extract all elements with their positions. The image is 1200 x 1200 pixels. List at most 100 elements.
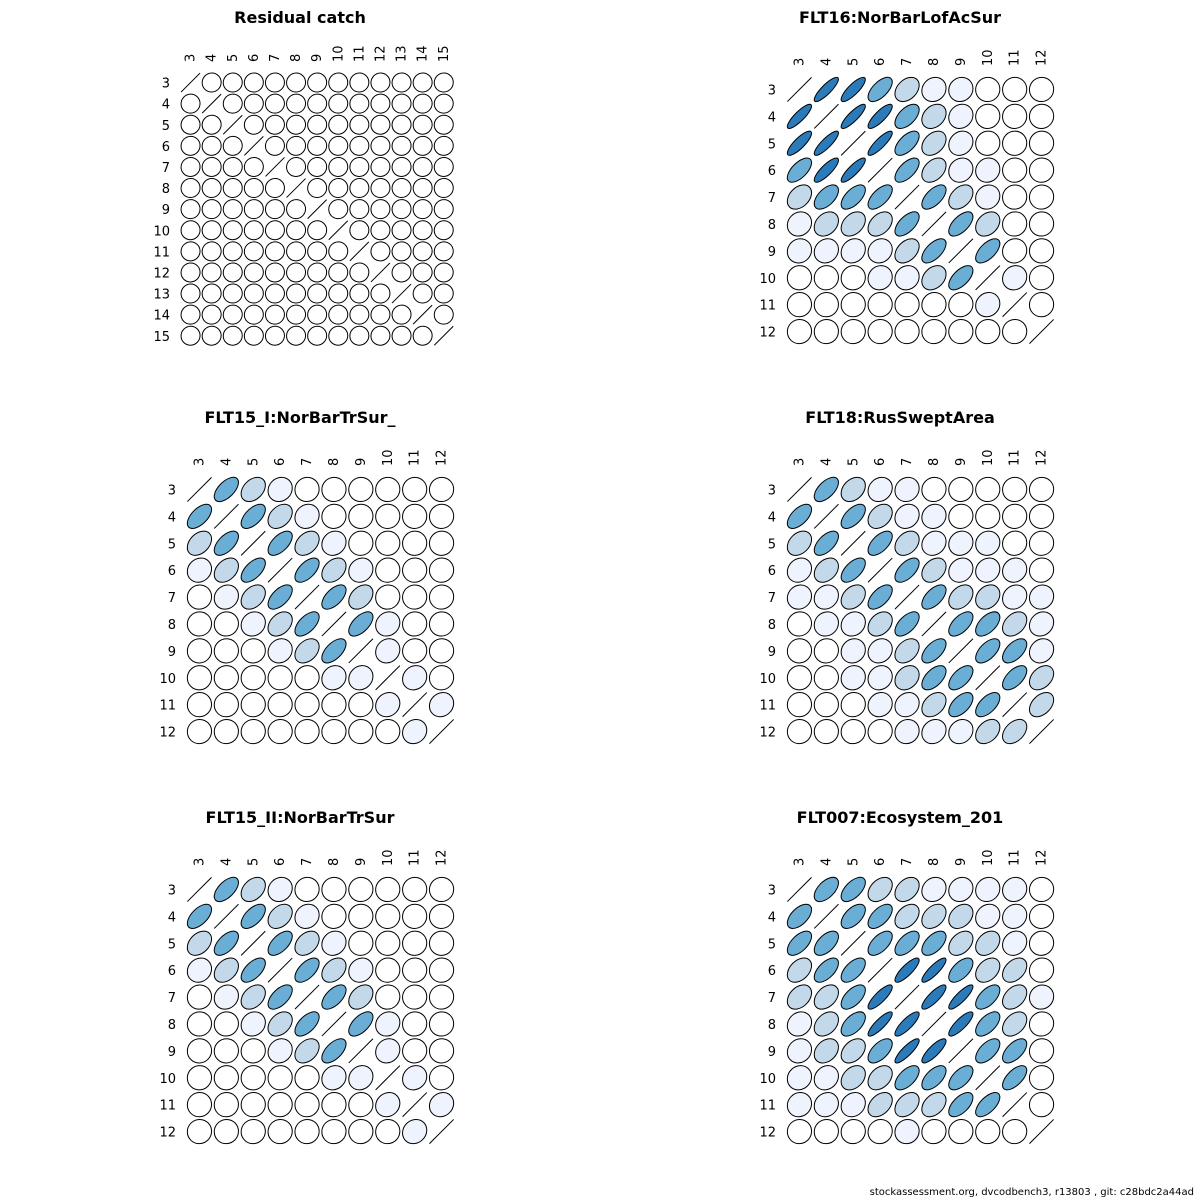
correlation-ellipse [786,265,813,291]
correlation-ellipse [267,1011,293,1037]
correlation-ellipse [240,638,266,664]
correlation-ellipse [894,503,920,529]
correlation-ellipse [180,93,201,114]
correlation-ellipse [894,103,920,129]
correlation-ellipse [412,156,433,177]
correlation-ellipse [286,93,307,114]
correlation-ellipse [391,178,412,199]
correlation-ellipse [975,103,1001,129]
column-label: 4 [819,58,834,66]
row-label: 8 [168,618,176,633]
diagonal-mark [375,665,401,691]
correlation-ellipse [1028,584,1055,610]
correlation-ellipse [240,611,266,637]
correlation-ellipse [286,114,307,135]
diagonal-mark [244,136,264,156]
correlation-ellipse [840,292,866,318]
correlation-ellipse [267,1092,293,1118]
correlation-ellipse [412,220,433,241]
correlation-ellipse [307,241,328,262]
correlation-ellipse [186,1011,213,1037]
correlation-ellipse [813,638,839,664]
correlation-ellipse [180,262,201,283]
row-label: 11 [159,699,176,714]
correlation-panel: FLT15_I:NorBarTrSur_ 3 4 5 6 7 8 9 10 11 12 3 4 5 6 7 8 9… [159,408,455,745]
column-label: 3 [184,54,199,62]
correlation-ellipse [1002,557,1028,583]
row-label: 9 [168,1045,176,1060]
correlation-ellipse [1028,184,1055,210]
diagonal-mark [786,76,812,102]
column-label: 6 [873,858,888,866]
diagonal-mark [429,1119,455,1145]
row-label: 12 [759,1126,776,1141]
diagonal-mark [213,503,239,529]
correlation-ellipse [921,292,947,318]
diagonal-mark [1002,692,1028,718]
correlation-ellipse [1002,530,1028,556]
correlation-ellipse [786,611,813,637]
row-label: 3 [168,883,176,898]
correlation-ellipse [243,114,264,135]
correlation-ellipse [975,76,1001,103]
correlation-ellipse [813,265,839,291]
correlation-ellipse [321,584,347,610]
correlation-ellipse [813,876,839,903]
correlation-ellipse [180,114,201,135]
correlation-ellipse [813,76,839,103]
correlation-ellipse [328,114,349,135]
correlation-ellipse [894,318,920,345]
correlation-ellipse [348,1092,374,1118]
correlation-ellipse [948,876,974,903]
correlation-ellipse [186,665,213,691]
correlation-ellipse [433,156,454,177]
correlation-ellipse [186,957,213,983]
correlation-ellipse [375,1118,401,1145]
column-label: 9 [354,458,369,466]
row-label: 4 [768,910,776,925]
row-label: 10 [759,272,776,287]
correlation-ellipse [921,76,947,103]
correlation-ellipse [243,262,264,283]
correlation-ellipse [840,957,866,983]
column-label: 8 [927,458,942,466]
correlation-ellipse [391,304,412,325]
correlation-ellipse [391,156,412,177]
correlation-ellipse [321,1092,347,1118]
correlation-ellipse [264,114,285,135]
column-label: 7 [268,54,283,62]
correlation-ellipse [428,876,455,903]
row-label: 11 [759,699,776,714]
correlation-ellipse [921,265,947,291]
correlation-ellipse [321,903,347,929]
correlation-ellipse [349,262,370,283]
correlation-ellipse [243,178,264,199]
correlation-ellipse [428,1038,455,1064]
correlation-ellipse [948,503,974,529]
correlation-ellipse [264,220,285,241]
column-label: 12 [1035,449,1050,466]
row-label: 10 [159,1072,176,1087]
row-label: 5 [162,119,170,134]
diagonal-mark [1029,1119,1055,1145]
diagonal-mark [348,638,374,664]
correlation-ellipse [813,1011,839,1037]
correlation-ellipse [294,876,320,903]
correlation-ellipse [267,718,293,745]
correlation-ellipse [867,503,893,529]
correlation-ellipse [222,304,243,325]
row-label: 9 [768,245,776,260]
correlation-ellipse [402,718,428,745]
correlation-ellipse [813,1118,839,1145]
correlation-ellipse [1028,876,1055,903]
correlation-ellipse [1028,957,1055,983]
column-label: 8 [927,58,942,66]
column-label: 5 [846,58,861,66]
correlation-ellipse [328,241,349,262]
correlation-ellipse [975,957,1001,983]
correlation-ellipse [375,876,401,903]
correlation-ellipse [402,611,428,637]
row-label: 5 [768,937,776,952]
column-label: 6 [247,54,262,62]
correlation-ellipse [948,292,974,318]
